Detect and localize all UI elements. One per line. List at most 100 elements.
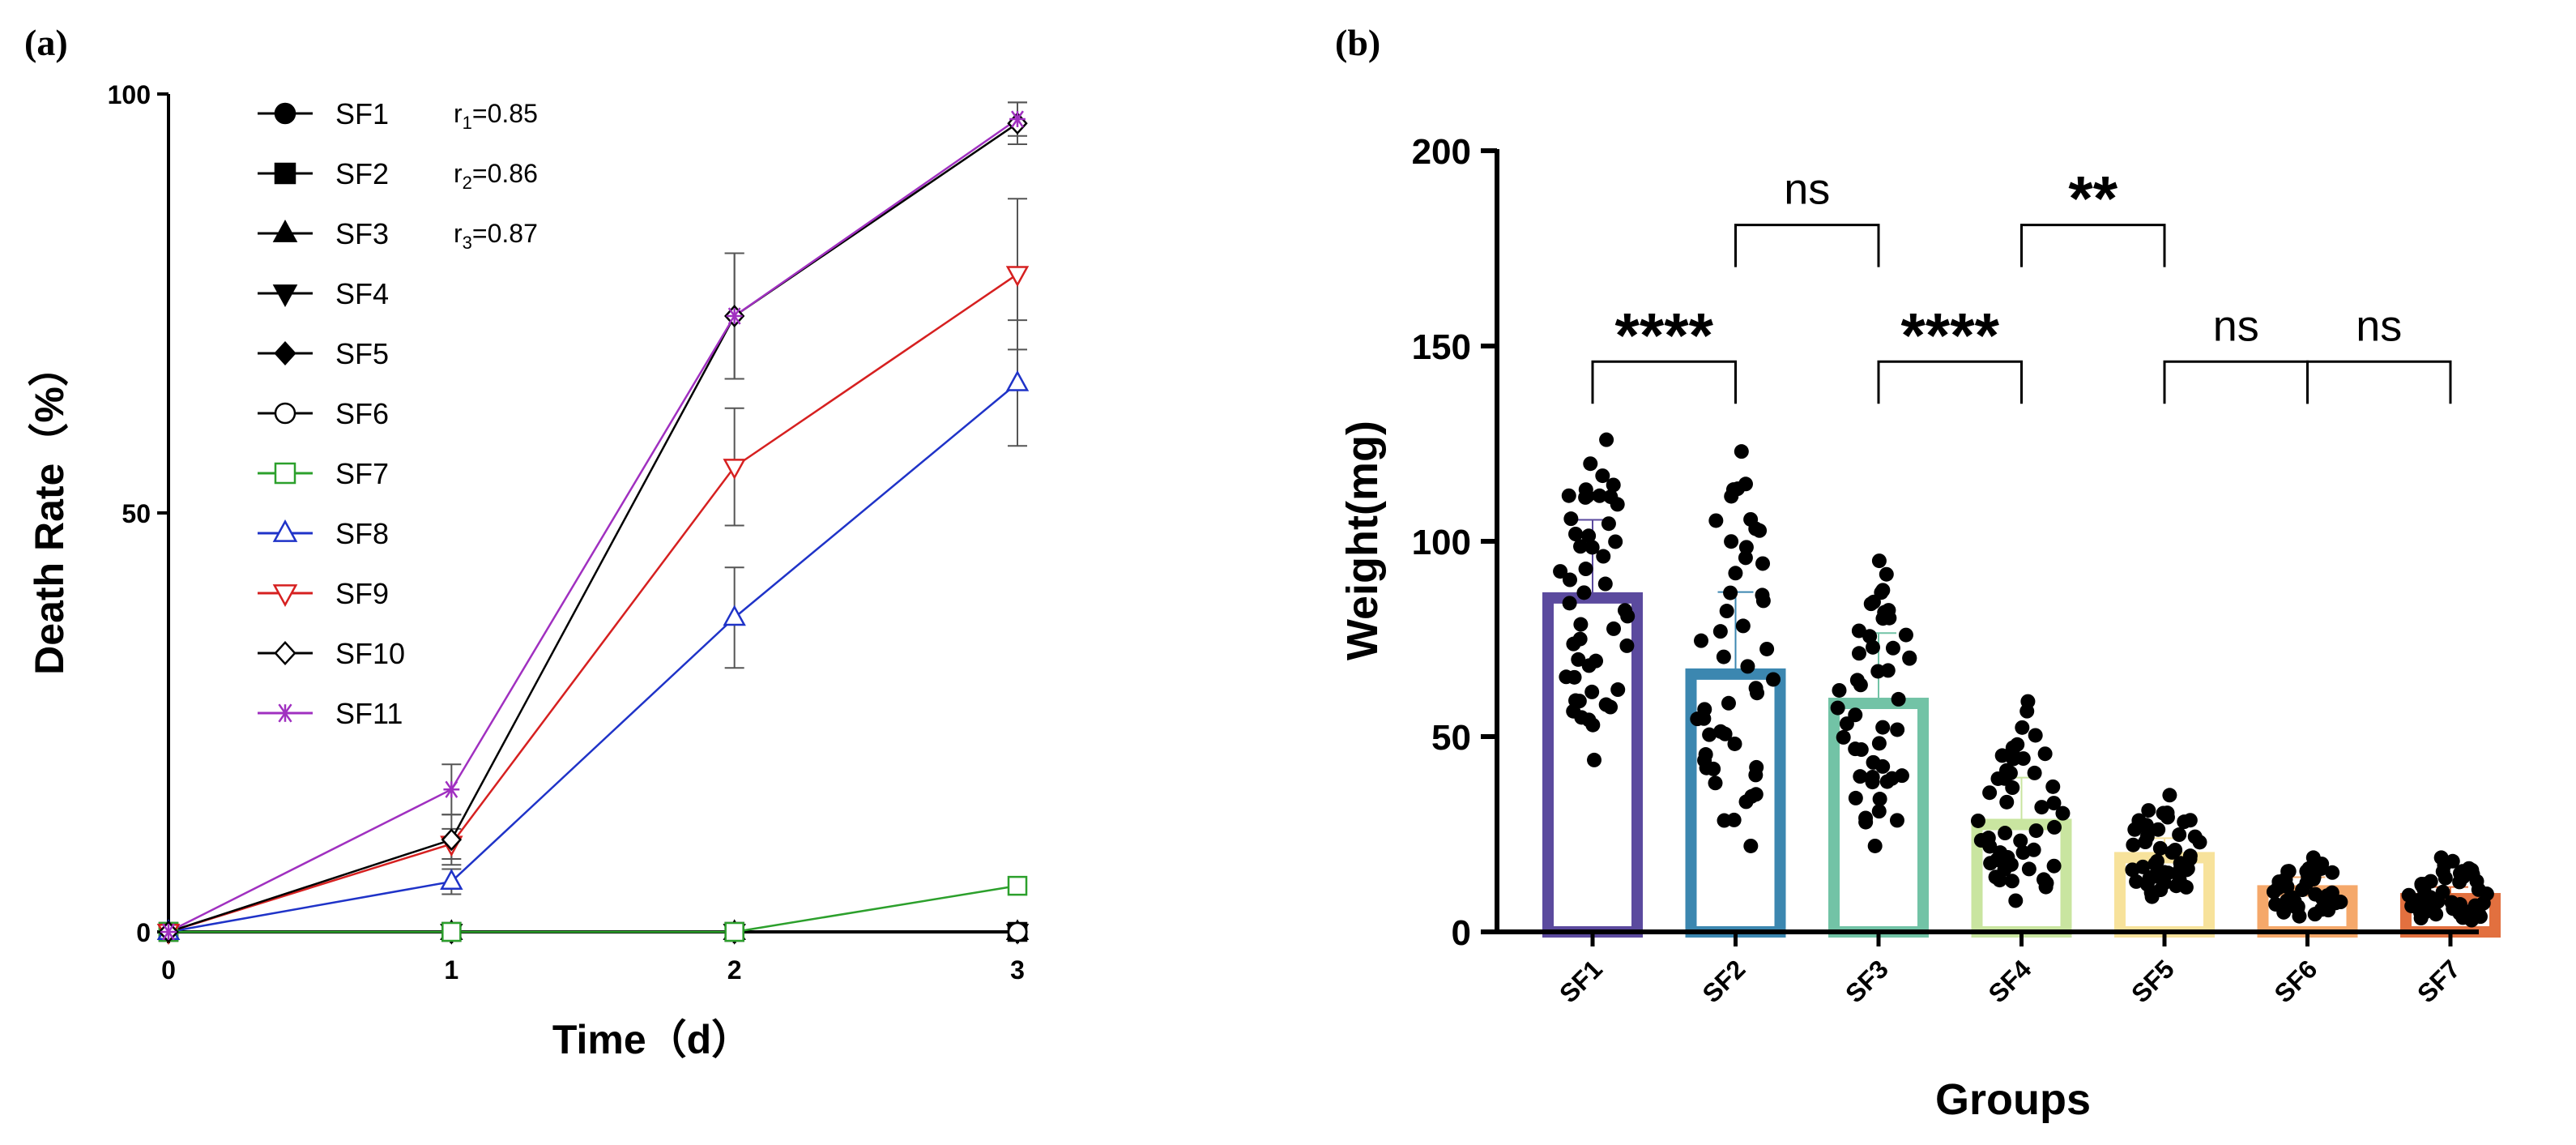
significance-label: ns: [2213, 301, 2259, 350]
series-line: [168, 273, 1018, 934]
bar-chart-panel: 0 50 100 150 200 SF1 SF2 SF3 SF4 SF5 SF6 SF7 **** ns…: [1338, 132, 2501, 1124]
x-tick-label: SF5: [2126, 954, 2180, 1008]
marker: [274, 402, 296, 425]
data-point: [1970, 813, 1985, 828]
data-point: [1898, 627, 1913, 643]
legend-label: SF9: [335, 577, 389, 610]
annotation-value: =0.86: [472, 159, 538, 188]
marker: [276, 703, 294, 723]
data-point: [1759, 641, 1775, 656]
data-point: [1596, 549, 1611, 564]
x-tick-label: SF3: [1840, 954, 1894, 1008]
data-point: [2423, 874, 2438, 889]
data-point: [1889, 813, 1904, 828]
data-point: [1902, 651, 1917, 666]
comparison-sf2-sf3: ns: [1734, 165, 1880, 267]
data-point: [1981, 831, 1996, 846]
data-point: [1849, 673, 1865, 688]
data-point: [2129, 874, 2144, 889]
marker: [272, 519, 298, 542]
data-point: [1875, 758, 1891, 774]
y-axis-label: Death Rate（%）: [27, 346, 72, 675]
markers-sf3: [156, 919, 1030, 941]
data-point: [1610, 682, 1626, 698]
y-tick-label: 0: [1452, 913, 1471, 953]
legend-label: SF7: [335, 457, 389, 490]
data-point: [1584, 540, 1600, 555]
data-point: [2028, 823, 2044, 839]
data-point: [2454, 864, 2470, 879]
data-point: [2131, 814, 2147, 829]
data-point: [1598, 697, 1614, 712]
data-point: [1866, 594, 1881, 609]
data-point: [1865, 769, 1880, 784]
points-sf2: [1690, 444, 1781, 853]
data-point: [2026, 842, 2041, 857]
legend-label: SF5: [335, 337, 389, 370]
data-point: [1563, 572, 1578, 587]
data-point: [2160, 805, 2175, 821]
correlation-annotation: r1=0.85: [454, 99, 538, 133]
data-point: [2168, 842, 2183, 857]
data-point: [1584, 684, 1600, 699]
bracket: [1591, 360, 1737, 404]
marker: [1007, 921, 1028, 942]
significance-brackets: ****ns******ns ns: [1591, 163, 2452, 404]
data-point: [2046, 858, 2062, 874]
comparison-sf4-sf5: **: [2020, 163, 2166, 267]
data-point: [1738, 550, 1753, 566]
data-point: [1573, 617, 1589, 632]
data-point: [1851, 623, 1866, 639]
marker: [1009, 110, 1026, 128]
panel-label-a: (a): [24, 22, 68, 63]
data-point: [2444, 895, 2459, 910]
data-point: [1592, 488, 1607, 503]
data-point: [1728, 566, 1743, 581]
legend-item-sf2: SF2: [258, 157, 389, 190]
data-point: [1561, 488, 1576, 503]
data-point: [1853, 769, 1868, 784]
marker: [723, 459, 746, 480]
data-point: [1568, 526, 1584, 541]
data-point: [1567, 669, 1582, 685]
bracket: [1877, 360, 2023, 404]
legend-item-sf8: SF8: [258, 517, 389, 550]
data-point: [2144, 869, 2160, 885]
data-point: [1735, 618, 1751, 634]
significance-label: ****: [1615, 299, 1714, 370]
data-point: [2139, 829, 2155, 844]
series-line: [168, 382, 1018, 934]
data-point: [1589, 653, 1604, 669]
data-point: [1727, 736, 1742, 751]
series-sf10: [168, 101, 1027, 934]
data-point: [2015, 720, 2030, 735]
data-point: [1766, 672, 1781, 687]
data-point: [1848, 707, 1863, 723]
data-point: [2010, 737, 2025, 752]
axes: [157, 92, 1019, 943]
marker: [274, 102, 296, 125]
marker: [726, 307, 743, 325]
y-tick-label: 100: [1412, 523, 1471, 562]
points-sf6: [2266, 850, 2348, 924]
data-point: [1721, 695, 1736, 711]
data-point: [1872, 792, 1887, 807]
marker: [1005, 370, 1030, 391]
data-point: [2037, 746, 2053, 762]
data-point: [2055, 805, 2071, 821]
y-axis-label: Weight(mg): [1338, 421, 1387, 660]
x-tick-label: SF4: [1982, 954, 2036, 1008]
data-point: [1608, 534, 1623, 549]
x-tick-label: 0: [161, 955, 176, 985]
data-point: [1712, 624, 1728, 639]
data-point: [2172, 827, 2187, 843]
data-point: [1891, 691, 1906, 707]
series-sf9: [168, 198, 1027, 934]
data-point: [1702, 727, 1717, 742]
data-point: [1871, 553, 1887, 569]
annotation-value: =0.85: [472, 99, 538, 128]
data-point: [2036, 872, 2051, 887]
data-point: [2027, 765, 2042, 780]
data-point: [2401, 887, 2416, 903]
data-point: [2182, 813, 2198, 828]
